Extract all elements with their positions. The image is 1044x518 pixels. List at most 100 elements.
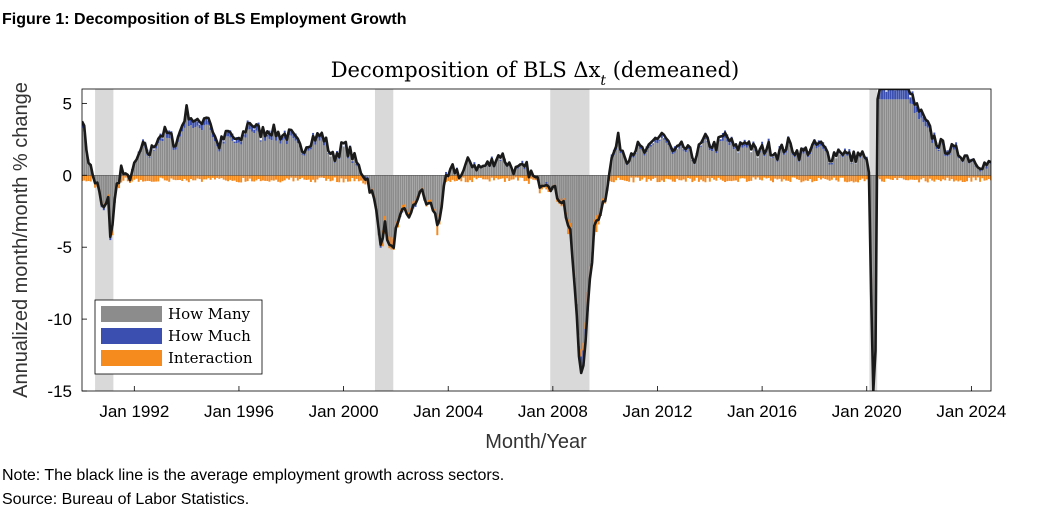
- bar-how-many: [957, 157, 960, 176]
- bar-interaction: [122, 175, 125, 181]
- bar-interaction: [155, 175, 158, 182]
- bar-interaction: [645, 175, 648, 182]
- bar-how-many: [700, 146, 703, 176]
- bar-how-much: [235, 137, 238, 144]
- chart-title: Decomposition of BLS Δxt (demeaned): [331, 58, 740, 89]
- bar-how-many: [277, 137, 280, 176]
- bar-how-many: [878, 99, 881, 176]
- bar-how-much: [523, 167, 526, 170]
- bar-how-many: [268, 138, 271, 176]
- bar-how-many: [573, 175, 576, 273]
- bar-how-many: [841, 157, 844, 176]
- bar-how-many: [580, 175, 583, 350]
- bar-how-much: [772, 156, 774, 158]
- bar-interaction: [305, 175, 308, 180]
- bar-how-many: [560, 175, 563, 200]
- bar-how-many: [734, 148, 737, 176]
- bar-how-many: [294, 140, 297, 176]
- bar-how-much: [251, 125, 254, 132]
- bar-how-much: [639, 145, 642, 149]
- bar-interaction: [680, 175, 683, 181]
- bar-interaction: [94, 182, 97, 188]
- bar-how-many: [270, 140, 273, 176]
- bar-how-many: [815, 148, 818, 176]
- bar-how-many: [588, 175, 591, 267]
- bar-interaction: [793, 175, 796, 178]
- bar-how-much: [351, 161, 354, 163]
- bar-interaction: [268, 175, 271, 182]
- bar-how-many: [401, 175, 404, 205]
- bar-interaction: [222, 175, 225, 180]
- bar-how-much: [172, 146, 175, 150]
- bar-interaction: [166, 175, 168, 181]
- y-tick-label: 5: [63, 94, 72, 113]
- bar-interaction: [484, 175, 487, 180]
- bar-how-much: [266, 134, 269, 137]
- bar-interaction: [961, 175, 964, 182]
- bar-how-many: [349, 150, 352, 176]
- x-tick-label: Jan 2024: [936, 402, 1006, 421]
- bar-interaction: [887, 175, 890, 179]
- bar-how-many: [761, 148, 764, 176]
- bar-interaction: [179, 175, 182, 180]
- bar-how-much: [207, 120, 210, 125]
- bar-how-many: [582, 175, 585, 343]
- bar-interaction: [632, 175, 635, 183]
- bar-how-much: [887, 89, 890, 100]
- bar-how-many: [619, 153, 622, 176]
- y-axis: 5 0 -5 -10 -15: [47, 94, 87, 401]
- bar-interaction: [800, 175, 803, 183]
- bar-how-many: [623, 159, 626, 176]
- bar-how-many: [617, 138, 620, 176]
- bar-interaction: [200, 175, 203, 182]
- bar-how-many: [264, 140, 267, 176]
- x-tick-label: Jan 1992: [99, 402, 169, 421]
- bar-interaction: [187, 175, 190, 183]
- bar-how-many: [377, 175, 380, 222]
- bar-interaction: [623, 175, 626, 181]
- bar-how-many: [497, 157, 500, 176]
- bar-interaction: [207, 175, 210, 179]
- bar-how-many: [861, 154, 864, 176]
- bar-how-much: [619, 151, 622, 154]
- bar-interaction: [253, 175, 256, 182]
- bar-interaction: [811, 175, 814, 183]
- legend-swatch-how_much: [101, 328, 162, 344]
- bar-interaction: [889, 175, 892, 180]
- bar-interaction: [168, 175, 171, 182]
- bar-interaction: [152, 175, 155, 182]
- x-axis-label: Month/Year: [485, 431, 587, 453]
- bar-interaction: [346, 175, 349, 182]
- bar-how-many: [774, 155, 777, 176]
- bar-how-much: [327, 152, 330, 154]
- bar-how-much: [985, 166, 988, 169]
- bar-how-many: [717, 141, 720, 176]
- bar-how-many: [937, 151, 940, 176]
- bar-how-many: [591, 175, 594, 253]
- bar-interaction: [689, 175, 692, 179]
- bar-how-many: [649, 146, 652, 176]
- bar-how-much: [952, 146, 955, 150]
- bar-how-many: [837, 152, 840, 176]
- bar-how-many: [473, 166, 476, 176]
- bar-how-many: [397, 175, 400, 217]
- bar-interaction: [213, 175, 216, 180]
- bar-how-much: [907, 89, 910, 100]
- bar-how-many: [235, 143, 238, 176]
- bar-how-many: [900, 99, 903, 176]
- bar-interaction: [654, 175, 657, 178]
- bar-interaction: [355, 175, 358, 179]
- bar-how-many: [484, 166, 487, 176]
- bar-how-many: [211, 137, 214, 176]
- bar-interaction: [292, 175, 295, 182]
- bar-how-much: [318, 135, 321, 141]
- bar-how-much: [937, 149, 940, 152]
- bar-how-many: [963, 158, 966, 176]
- bar-interaction: [817, 175, 820, 178]
- bar-interaction: [665, 175, 668, 179]
- bar-how-many: [857, 155, 860, 176]
- bar-how-many: [647, 148, 650, 176]
- legend-swatch-how_many: [101, 306, 162, 322]
- bar-interaction: [861, 175, 864, 179]
- bar-how-many: [726, 141, 729, 176]
